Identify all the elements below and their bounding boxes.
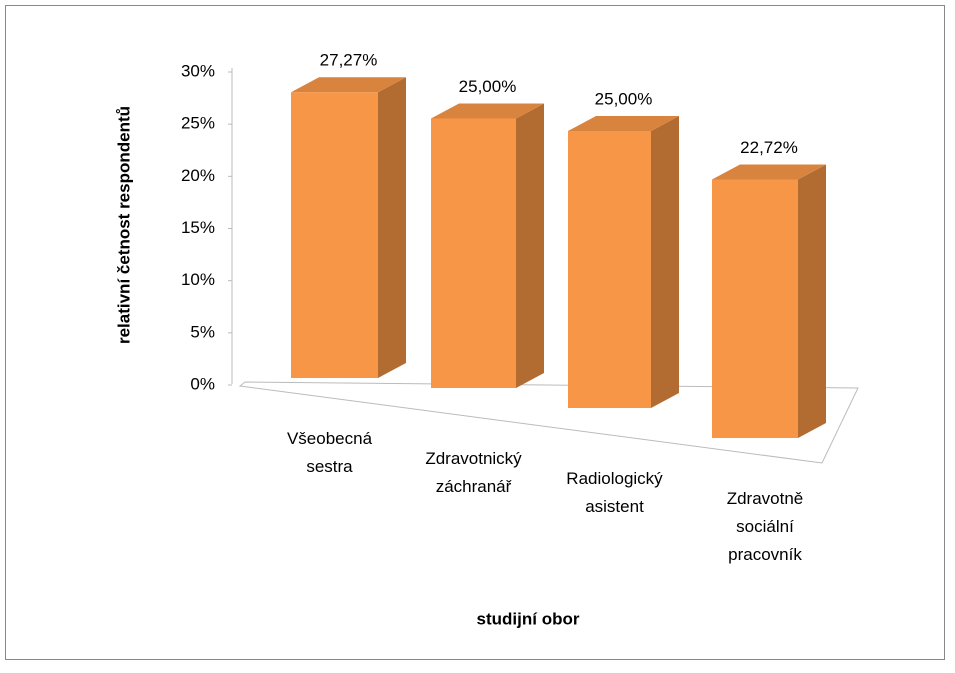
x-tick-label: Zdravotně sociální pracovník (727, 489, 804, 564)
y-tick-label: 15% (181, 218, 215, 237)
bar-side (798, 164, 826, 438)
y-tick-label: 25% (181, 114, 215, 133)
data-label: 25,00% (595, 89, 653, 108)
x-tick-label: Zdravotnický záchranář (425, 449, 522, 496)
y-tick-label: 5% (190, 322, 215, 341)
bar (291, 77, 406, 379)
bar-side (378, 77, 406, 379)
bar-side (516, 103, 544, 388)
bar-front (568, 131, 651, 408)
y-tick-label: 10% (181, 270, 215, 289)
x-tick-label: Radiologický asistent (566, 469, 663, 516)
x-axis-label: studijní obor (477, 609, 580, 628)
bar-front (431, 118, 516, 388)
data-label: 22,72% (740, 138, 798, 157)
bar-top (431, 103, 544, 119)
y-tick-label: 0% (190, 374, 215, 393)
bar-top (291, 77, 406, 93)
bar-front (712, 179, 798, 438)
bar (431, 103, 544, 388)
bar-front (291, 92, 378, 379)
bar-top (712, 164, 826, 180)
y-axis-label: relativní četnost respondentů (114, 106, 133, 344)
bar (568, 116, 679, 408)
bar-side (651, 116, 679, 408)
y-tick-label: 30% (181, 61, 215, 80)
bar-top (568, 116, 679, 131)
bar (712, 164, 826, 438)
y-tick-label: 20% (181, 166, 215, 185)
x-tick-label: Všeobecná sestra (287, 429, 373, 476)
data-label: 25,00% (459, 77, 517, 96)
data-label: 27,27% (320, 51, 378, 70)
